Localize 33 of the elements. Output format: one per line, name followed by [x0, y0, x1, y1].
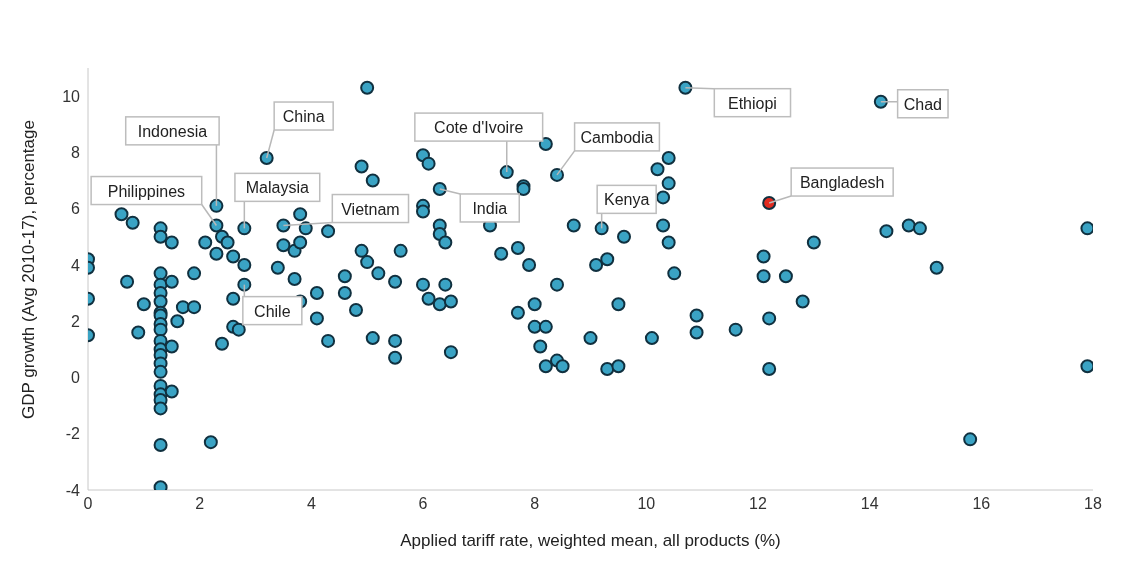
- annotation: Malaysia: [245, 179, 309, 197]
- x-tick-label: 0: [83, 495, 93, 513]
- annotation: Indonesia: [137, 122, 208, 140]
- annotation: Vietnam: [341, 200, 400, 218]
- annotation: Cambodia: [580, 128, 654, 146]
- x-tick-label: 2: [195, 495, 205, 513]
- x-tick-label: 4: [306, 495, 316, 513]
- annotation: India: [472, 199, 508, 217]
- x-axis-title: Applied tariff rate, weighted mean, all products (%): [400, 531, 781, 550]
- y-axis-title: GDP growth (Avg 2010-17), percentage: [19, 120, 39, 419]
- annotation: Philippines: [107, 182, 186, 200]
- y-tick-label: 4: [71, 256, 81, 274]
- x-tick-label: 16: [972, 495, 991, 513]
- y-tick-label: 2: [71, 312, 81, 330]
- annotation: Kenya: [603, 191, 650, 209]
- y-tick-label: 10: [62, 87, 81, 105]
- x-tick-label: 14: [860, 495, 879, 513]
- x-tick-label: 8: [530, 495, 540, 513]
- y-tick-label: 0: [71, 369, 81, 387]
- annotation: Chile: [254, 302, 291, 320]
- annotation: Bangladesh: [799, 174, 885, 192]
- x-tick-label: 12: [749, 495, 767, 513]
- annotation: Cote d'Ivoire: [434, 119, 524, 137]
- annotation: Chad: [903, 95, 942, 113]
- annotation: Ethiopi: [727, 94, 777, 112]
- y-tick-label: -2: [65, 425, 81, 443]
- y-tick-label: 6: [71, 200, 81, 218]
- x-tick-label: 6: [418, 495, 428, 513]
- y-tick-label: -4: [65, 481, 81, 499]
- x-tick-label: 18: [1084, 495, 1102, 513]
- annotation: China: [282, 108, 325, 126]
- x-tick-label: 10: [637, 495, 656, 513]
- y-tick-label: 8: [71, 144, 81, 162]
